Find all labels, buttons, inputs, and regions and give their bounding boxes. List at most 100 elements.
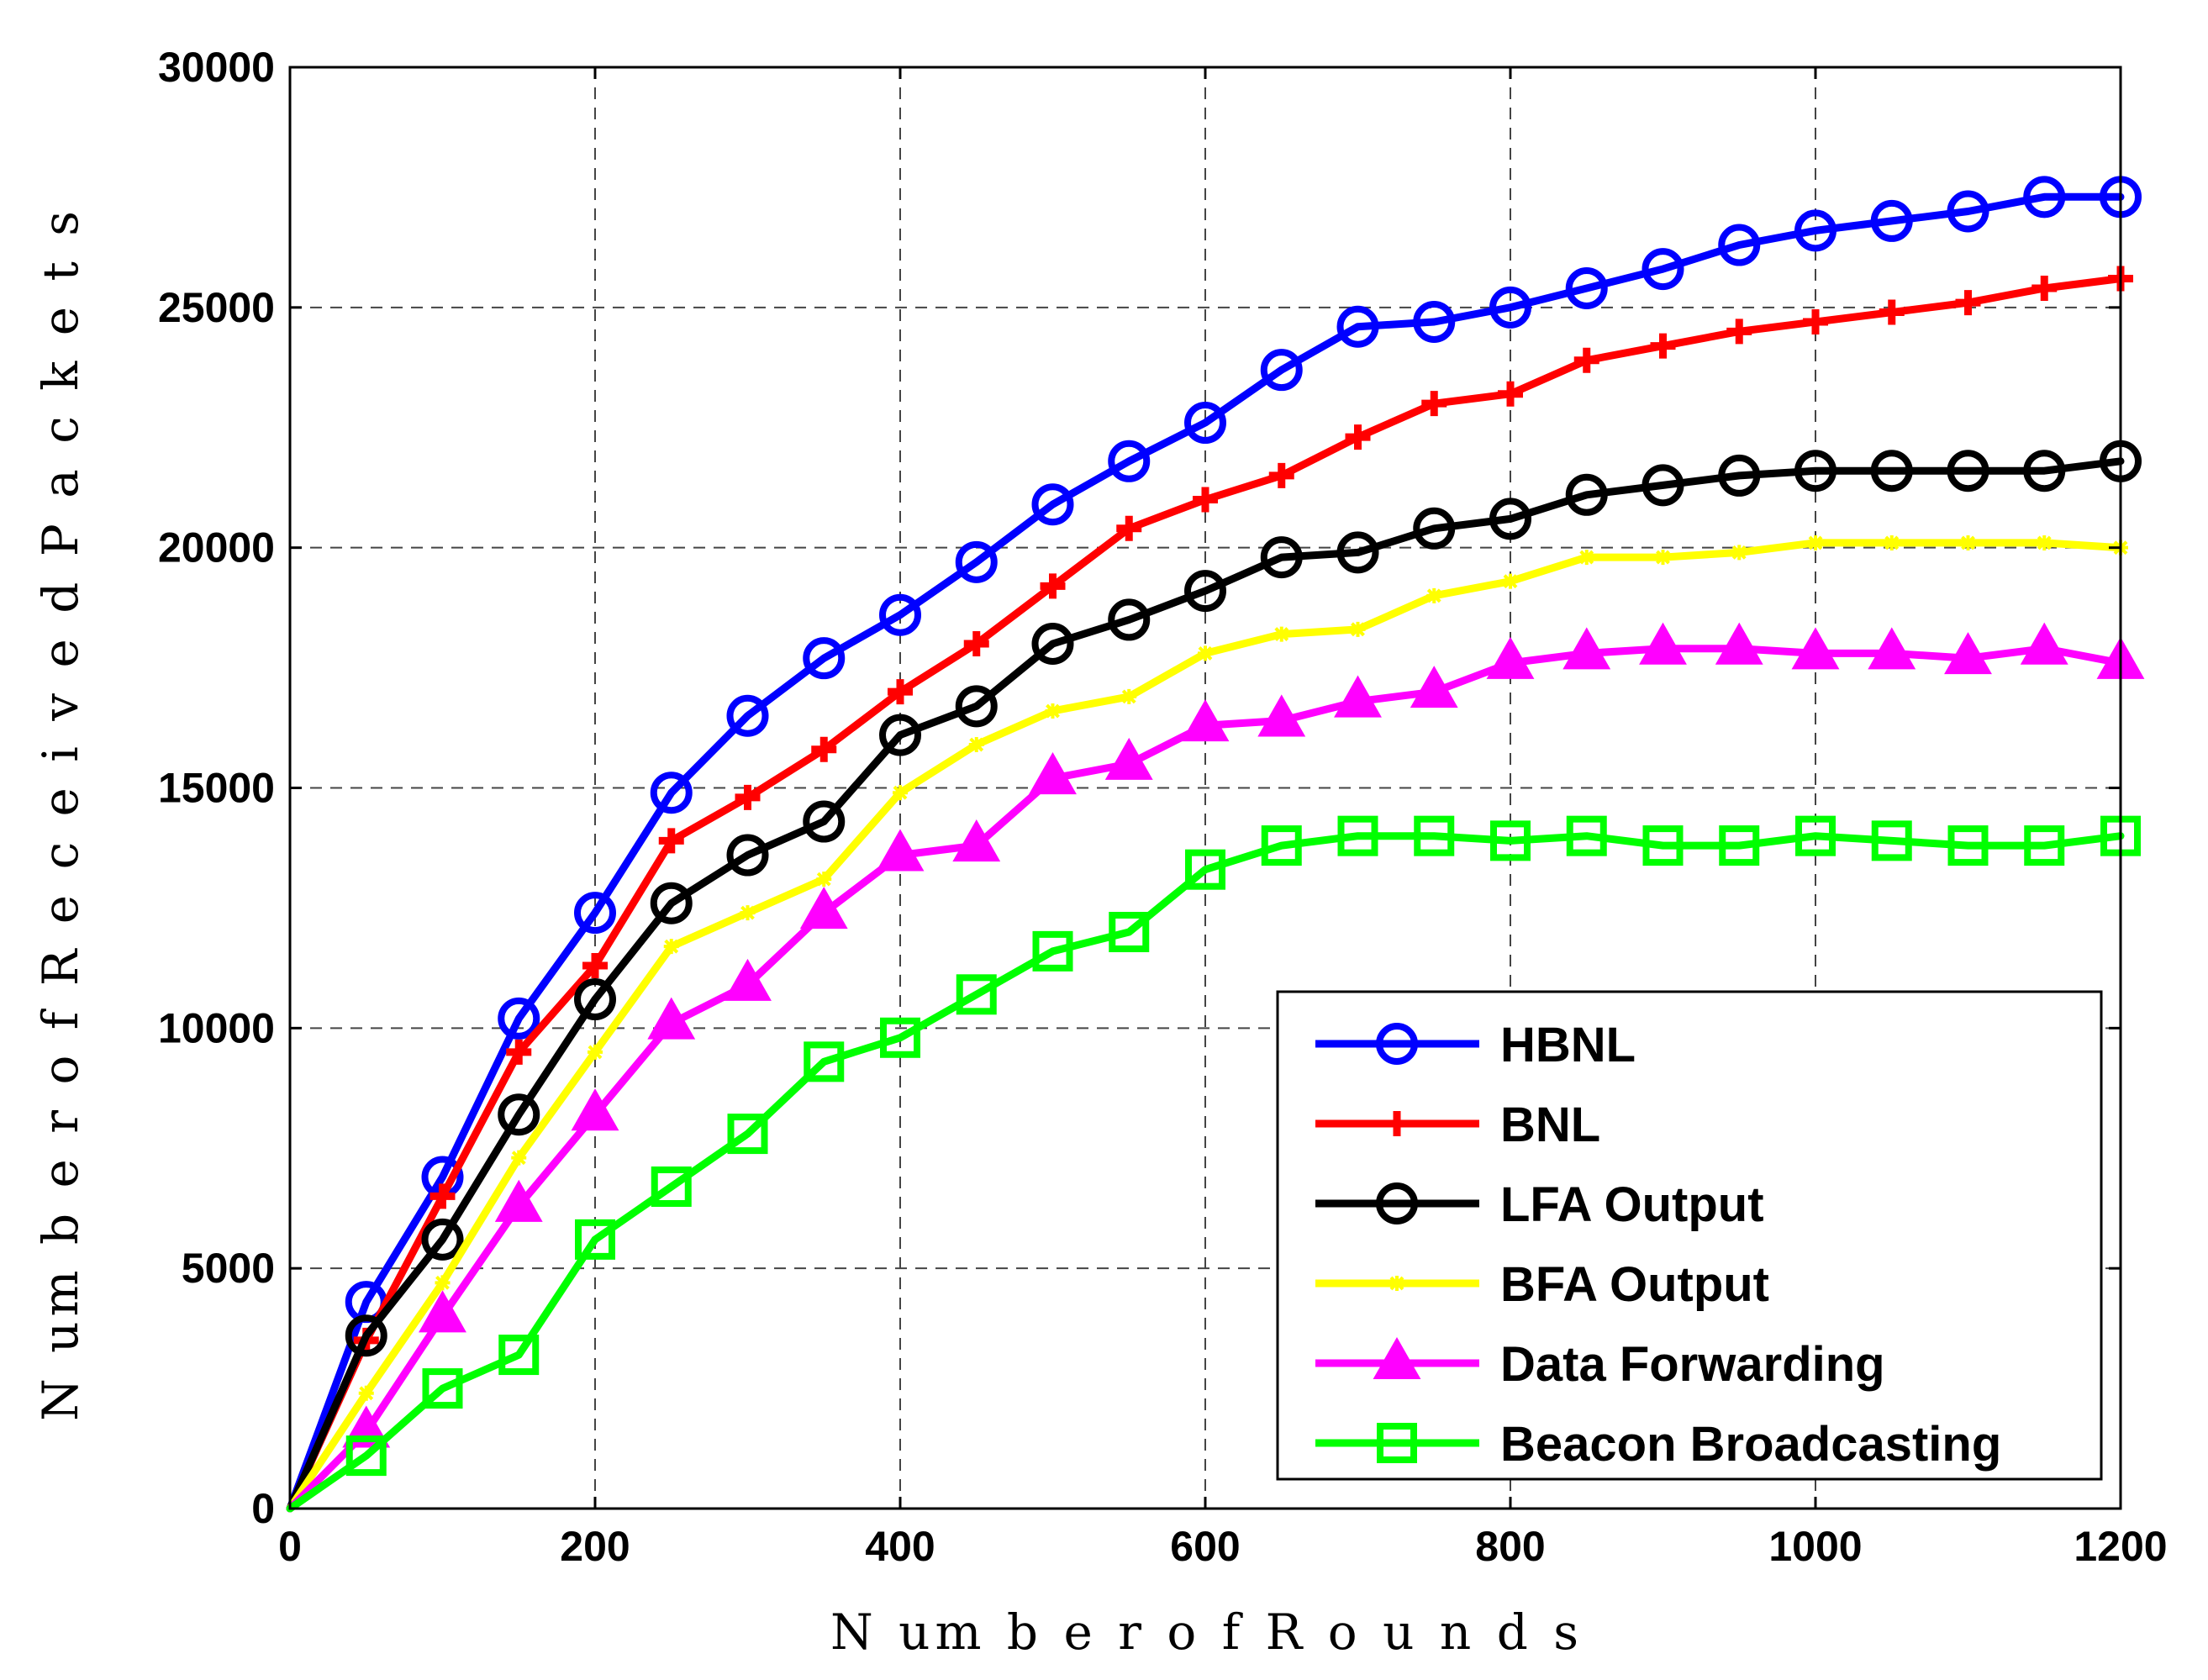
data-point-data-forwarding — [1029, 752, 1077, 795]
data-point-bnl — [1573, 347, 1599, 373]
y-tick-label: 20000 — [158, 524, 275, 571]
data-point-lfa-output — [574, 978, 616, 1021]
x-tick-label: 800 — [1475, 1523, 1545, 1570]
data-point-lfa-output — [803, 800, 846, 843]
data-point-lfa-output — [421, 1218, 464, 1261]
data-point-beacon-broadcasting — [1719, 825, 1760, 866]
data-point-data-forwarding — [494, 1179, 543, 1222]
data-point-lfa-output — [1031, 623, 1074, 665]
data-point-bnl — [506, 1039, 532, 1065]
legend-item-hbnl: HBNL — [1315, 1018, 1636, 1072]
data-point-data-forwarding — [1562, 627, 1611, 670]
data-point-lfa-output — [879, 714, 921, 756]
data-point-bnl — [888, 679, 913, 705]
data-point-bnl — [1345, 424, 1371, 450]
data-point-data-forwarding — [724, 958, 772, 1001]
data-point-bnl — [1726, 319, 1752, 345]
data-point-beacon-broadcasting — [1185, 849, 1225, 890]
y-tick-label: 5000 — [182, 1245, 275, 1292]
data-point-bnl — [1803, 308, 1828, 334]
x-tick-label: 400 — [865, 1523, 935, 1570]
data-point-beacon-broadcasting — [575, 1219, 615, 1260]
data-point-data-forwarding — [952, 819, 1001, 862]
data-point-bfa-output — [663, 939, 679, 955]
legend-box — [1276, 990, 2103, 1481]
data-point-bnl — [429, 1183, 456, 1209]
data-point-data-forwarding — [1868, 627, 1916, 670]
data-point-bnl — [963, 631, 989, 656]
legend-label: BFA Output — [1500, 1257, 1769, 1312]
series-bnl — [286, 266, 2133, 1513]
data-point-bnl — [658, 828, 684, 854]
legend-swatch-marker — [1376, 1182, 1418, 1224]
data-point-lfa-output — [726, 834, 769, 877]
y-tick-label: 0 — [251, 1485, 275, 1532]
data-point-bfa-output — [2037, 535, 2053, 550]
legend-label: HBNL — [1500, 1018, 1636, 1072]
data-point-beacon-broadcasting — [498, 1335, 540, 1376]
data-point-bfa-output — [1578, 550, 1594, 566]
data-point-bfa-output — [511, 1150, 527, 1166]
data-point-hbnl — [955, 540, 998, 583]
legend-swatch-marker — [1384, 1111, 1410, 1136]
data-point-bfa-output — [1503, 573, 1518, 589]
data-point-hbnl — [574, 892, 616, 935]
data-point-bfa-output — [435, 1275, 451, 1291]
data-point-bnl — [1040, 573, 1066, 599]
data-point-bfa-output — [1884, 535, 1900, 550]
data-point-lfa-output — [1718, 454, 1761, 497]
legend-item-bnl: BNL — [1315, 1098, 1600, 1152]
legend-item-data-forwarding: Data Forwarding — [1315, 1336, 1885, 1392]
data-point-bfa-output — [1198, 645, 1213, 661]
data-point-hbnl — [1565, 266, 1608, 309]
data-point-beacon-broadcasting — [651, 1166, 692, 1207]
legend-item-lfa-output: LFA Output — [1315, 1177, 1764, 1232]
data-point-hbnl — [1184, 402, 1226, 445]
data-point-hbnl — [1108, 440, 1151, 482]
data-point-bfa-output — [1045, 703, 1061, 719]
data-point-bfa-output — [358, 1385, 374, 1401]
data-point-data-forwarding — [419, 1290, 466, 1333]
legend-label: BNL — [1500, 1098, 1600, 1152]
legend-swatch-marker — [1389, 1276, 1404, 1291]
data-point-hbnl — [1718, 224, 1761, 266]
data-point-bnl — [1955, 290, 1981, 316]
legend-label: Beacon Broadcasting — [1500, 1417, 2001, 1472]
data-point-hbnl — [803, 637, 846, 680]
data-point-lfa-output — [1489, 498, 1531, 540]
y-tick-label: 25000 — [158, 284, 275, 331]
data-point-bfa-output — [1350, 621, 1366, 637]
data-point-lfa-output — [1108, 598, 1151, 641]
x-tick-label: 1000 — [1768, 1523, 1862, 1570]
data-point-bfa-output — [1273, 626, 1289, 642]
legend-label: LFA Output — [1500, 1177, 1764, 1232]
data-point-lfa-output — [1565, 473, 1608, 516]
data-point-bnl — [735, 784, 761, 810]
data-point-beacon-broadcasting — [956, 974, 997, 1015]
data-point-lfa-output — [498, 1093, 540, 1136]
data-point-bfa-output — [816, 872, 832, 887]
data-point-lfa-output — [1184, 570, 1226, 613]
data-point-data-forwarding — [2020, 622, 2068, 665]
x-tick-label: 600 — [1170, 1523, 1240, 1570]
data-point-lfa-output — [1870, 450, 1913, 492]
data-point-lfa-output — [955, 685, 998, 728]
data-point-beacon-broadcasting — [422, 1368, 463, 1409]
data-point-beacon-broadcasting — [1566, 815, 1607, 856]
data-point-bnl — [1193, 487, 1218, 513]
data-point-hbnl — [1794, 209, 1836, 252]
data-point-beacon-broadcasting — [2024, 825, 2065, 866]
data-point-data-forwarding — [1334, 675, 1382, 718]
data-point-lfa-output — [1642, 464, 1684, 507]
x-tick-label: 0 — [278, 1523, 302, 1570]
data-point-data-forwarding — [1486, 636, 1535, 679]
data-point-lfa-output — [1413, 507, 1456, 550]
data-point-bfa-output — [1808, 535, 1823, 550]
data-point-lfa-output — [1947, 450, 1989, 492]
legend-swatch-marker — [1373, 1336, 1421, 1379]
data-point-data-forwarding — [1944, 632, 1992, 675]
data-point-hbnl — [1260, 349, 1303, 392]
data-point-beacon-broadcasting — [1642, 825, 1684, 866]
data-point-data-forwarding — [1639, 622, 1687, 665]
